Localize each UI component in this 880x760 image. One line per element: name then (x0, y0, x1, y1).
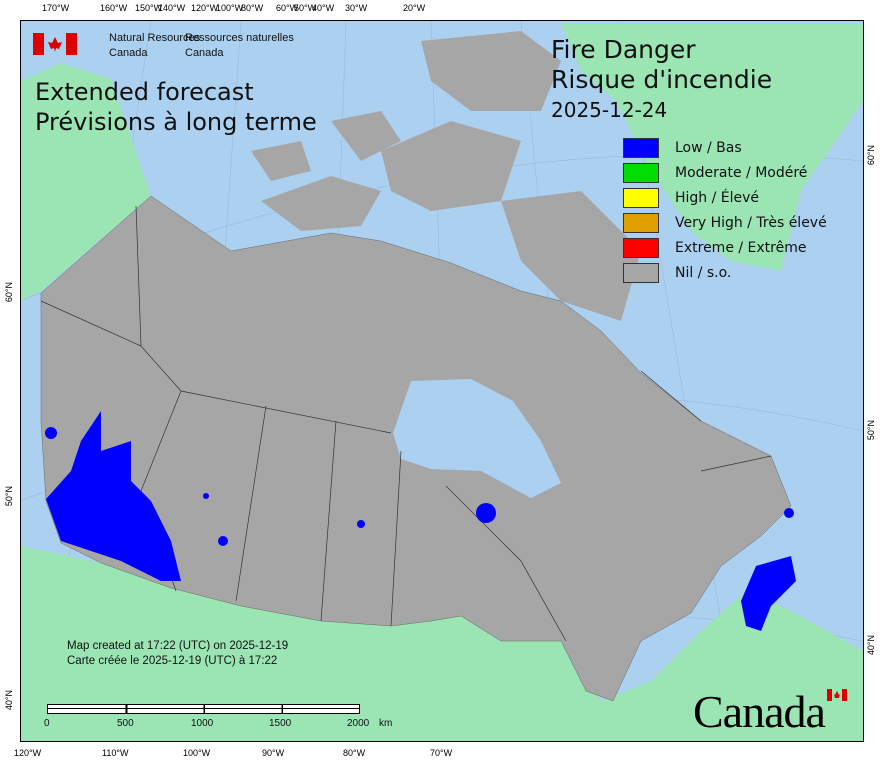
legend-item: Moderate / Modéré (623, 160, 827, 185)
wordmark-text: Canada (693, 686, 826, 737)
tick-label: 100°W (216, 3, 244, 13)
hudson-bay (393, 379, 561, 498)
tick-label: 50°N (866, 420, 876, 441)
map-canvas (21, 21, 863, 741)
tick-label: 40°N (4, 690, 14, 711)
scale-label: 1500 (269, 718, 292, 729)
alaska-land (21, 63, 151, 301)
legend-item: Nil / s.o. (623, 260, 827, 285)
tick-label: 150°W (135, 3, 163, 13)
agency-name-en: Natural Resources Canada (109, 31, 200, 61)
tick-label: 140°W (158, 3, 186, 13)
agency-name-fr: Ressources naturelles Canada (185, 31, 294, 61)
tick-label: 30°W (345, 3, 368, 13)
canada-wordmark: Canada (693, 685, 847, 738)
legend-item: Very High / Très élevé (623, 210, 827, 235)
forecast-date: 2025-12-24 (551, 98, 668, 122)
canada-flag-icon (33, 33, 77, 55)
legend-swatch (623, 212, 659, 233)
forecast-en: Extended forecast (35, 78, 254, 106)
tick-label: 100°W (183, 748, 211, 758)
arctic-islands (251, 31, 641, 321)
scale-bar: 0 500 1000 1500 2000 km (44, 704, 392, 729)
map-frame: Natural Resources Canada Ressources natur… (20, 20, 864, 742)
nrcan-logo (33, 33, 77, 60)
scale-unit: km (379, 718, 393, 729)
agency-line: Canada (109, 47, 148, 59)
legend-item: Low / Bas (623, 135, 827, 160)
legend-swatch (623, 162, 659, 183)
forecast-label: Extended forecast Prévisions à long term… (35, 77, 317, 137)
tick-label: 90°W (262, 748, 285, 758)
scale-label: 1000 (191, 718, 214, 729)
legend-label: High / Élevé (675, 189, 760, 206)
tick-label: 60°N (866, 145, 876, 166)
map-title: Fire Danger Risque d'incendie 2025-12-24 (551, 35, 772, 125)
tick-label: 60°W (276, 3, 299, 13)
agency-line: Ressources naturelles (185, 32, 294, 44)
created-fr: Carte créée le 2025-12-19 (UTC) à 17:22 (67, 655, 278, 667)
tick-label: 80°W (241, 3, 264, 13)
usa-land (21, 546, 863, 741)
legend-swatch (623, 262, 659, 283)
legend-item: High / Élevé (623, 185, 827, 210)
tick-label: 60°N (4, 282, 14, 303)
scale-bar-midline (47, 708, 360, 709)
agency-line: Natural Resources (109, 32, 201, 44)
tick-label: 70°W (430, 748, 453, 758)
scale-label: 500 (117, 718, 134, 729)
legend-label: Low / Bas (675, 139, 742, 156)
greenland-land (561, 23, 863, 271)
wordmark-flag-icon (827, 689, 847, 701)
legend-label: Moderate / Modéré (675, 164, 808, 181)
tick-label: 110°W (102, 748, 129, 758)
tick-label: 50°N (4, 486, 14, 507)
title-fr: Risque d'incendie (551, 65, 773, 94)
legend-swatch (623, 137, 659, 158)
created-note: Map created at 17:22 (UTC) on 2025-12-19… (67, 639, 288, 669)
tick-label: 40°W (312, 3, 335, 13)
tick-label: 80°W (343, 748, 366, 758)
tick-label: 50°W (294, 3, 317, 13)
title-en: Fire Danger (551, 35, 696, 64)
forecast-fr: Prévisions à long terme (35, 108, 317, 136)
legend-label: Extreme / Extrême (675, 239, 807, 256)
legend-label: Very High / Très élevé (675, 214, 827, 231)
created-en: Map created at 17:22 (UTC) on 2025-12-19 (67, 640, 289, 652)
scale-label: 0 (44, 718, 50, 729)
tick-label: 120°W (191, 3, 219, 13)
agency-line: Canada (185, 47, 224, 59)
tick-label: 20°W (403, 3, 426, 13)
scale-label: 2000 (347, 718, 370, 729)
tick-label: 170°W (42, 3, 70, 13)
provincial-borders (40, 205, 772, 642)
legend-item: Extreme / Extrême (623, 235, 827, 260)
legend-label: Nil / s.o. (675, 264, 732, 281)
scale-bar-graphic (47, 704, 360, 714)
tick-label: 120°W (14, 748, 42, 758)
tick-label: 160°W (100, 3, 128, 13)
legend: Low / Bas Moderate / Modéré High / Élevé… (623, 135, 827, 285)
legend-swatch (623, 187, 659, 208)
legend-swatch (623, 237, 659, 258)
low-danger-areas (45, 411, 796, 631)
tick-label: 40°N (866, 635, 876, 656)
